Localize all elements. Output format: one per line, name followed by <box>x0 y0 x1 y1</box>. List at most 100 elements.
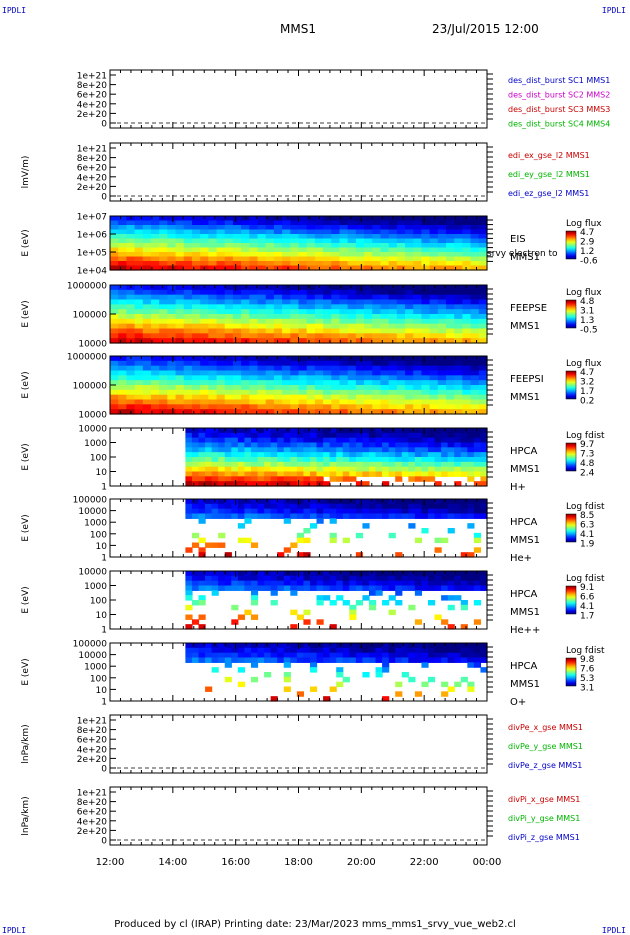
colorbar-tick: 4.1 <box>580 530 594 540</box>
colorbar-tick: 4.8 <box>580 297 595 307</box>
spectrogram <box>185 571 488 630</box>
instrument-labels: FEEPSI MMS1 <box>510 374 544 403</box>
legend-entry: divPi_z_gse MMS1 <box>508 833 580 842</box>
y-tick-label: 8e+20 <box>77 726 108 736</box>
y-axis-label: E (eV) <box>21 229 31 256</box>
colorbar-tick: 6.3 <box>580 521 594 531</box>
y-tick-label: 1000 <box>84 519 107 529</box>
y-tick-label: 10 <box>96 468 108 478</box>
colorbar-tick: 3.1 <box>580 684 594 694</box>
y-tick-label: 10000 <box>78 507 107 517</box>
colorbar-tick: 6.6 <box>580 593 595 603</box>
colorbar-title: Log flux <box>566 219 602 229</box>
panel-7: Log fdist8.56.34.11.9HPCAMMS1He+10000010… <box>21 496 605 565</box>
y-tick-label: 2e+20 <box>77 183 108 193</box>
y-tick-label: 10000 <box>78 425 107 435</box>
colorbar-title: Log fdist <box>566 502 605 512</box>
legend-entry: des_dist_burst SC3 MMS3 <box>508 105 610 114</box>
time-label: 14:00 <box>158 857 187 868</box>
datetime-title: 23/Jul/2015 12:00 <box>432 22 539 36</box>
colorbar-title: Log fdist <box>566 574 605 584</box>
y-tick-label: 0 <box>101 765 107 775</box>
y-tick-label: 1 <box>101 626 107 636</box>
panel-frame <box>109 69 488 129</box>
y-tick-label: 1000000 <box>67 353 107 363</box>
colorbar-tick: 4.7 <box>580 228 594 238</box>
y-tick-label: 4e+20 <box>77 745 108 755</box>
y-tick-label: 4e+20 <box>77 100 108 110</box>
colorbar-tick: 8.5 <box>580 511 594 521</box>
colorbar-title: Log flux <box>566 288 602 298</box>
y-tick-label: 8e+20 <box>77 798 108 808</box>
panel-frame <box>109 786 488 846</box>
y-tick-label: 100 <box>90 454 107 464</box>
colorbar-tick: 3.1 <box>580 307 594 317</box>
y-axis-label: lmV/m) <box>21 156 31 189</box>
legend-entry: divPi_x_gse MMS1 <box>508 795 580 804</box>
legend-entry: edi_ey_gse_l2 MMS1 <box>508 170 590 179</box>
y-tick-label: 6e+20 <box>77 91 108 101</box>
instrument-label: MMS1 <box>510 535 540 546</box>
colorbar-tick: 1.9 <box>580 540 595 550</box>
y-tick-label: 2e+20 <box>77 110 108 120</box>
instrument-label: MMS1 <box>510 392 540 403</box>
instrument-labels: FEEPSE MMS1 <box>510 303 547 332</box>
instrument-label: FEEPSI <box>510 374 544 385</box>
spectrogram <box>110 356 488 415</box>
colorbar-tick: 5.3 <box>580 674 594 684</box>
y-tick-label: 4e+20 <box>77 173 108 183</box>
y-tick-label: 1e+07 <box>77 213 107 223</box>
colorbar-tick: 1.2 <box>580 247 594 257</box>
y-tick-label: 4e+20 <box>77 817 108 827</box>
y-axis-label: E (eV) <box>21 300 31 327</box>
time-label: 00:00 <box>473 857 502 868</box>
y-tick-label: 1000 <box>84 663 107 673</box>
instrument-labels: HPCA MMS1 H+ <box>510 446 540 493</box>
panel-10: divPe_x_gse MMS1 divPe_y_gse MMS1 divPe_z_… <box>21 714 583 775</box>
time-axis: 12:00 14:00 16:00 18:00 20:00 22:00 00:00 <box>96 857 502 868</box>
instrument-label: HPCA <box>510 661 538 672</box>
colorbar-tick: -0.6 <box>580 257 598 267</box>
instrument-label: MMS1 <box>510 607 540 618</box>
y-axis-label: lnPa/km) <box>21 796 31 835</box>
time-label: 20:00 <box>347 857 376 868</box>
colorbar-title: Log flux <box>566 359 602 369</box>
y-tick-label: 100000 <box>73 311 108 321</box>
legend-entry: divPe_z_gse MMS1 <box>508 761 582 770</box>
instrument-label: He+ <box>510 553 532 564</box>
panel-frame <box>109 714 488 774</box>
y-tick-label: 10 <box>96 611 108 621</box>
y-tick-label: 8e+20 <box>77 154 108 164</box>
legend-entry: divPe_y_gse MMS1 <box>508 742 583 751</box>
colorbar-tick: 2.9 <box>580 238 595 248</box>
instrument-label: H+ <box>510 482 526 493</box>
instrument-label: EIS <box>510 234 526 245</box>
time-label: 12:00 <box>96 857 125 868</box>
y-tick-label: 1e+21 <box>77 72 107 82</box>
colorbar-title: Log fdist <box>566 431 605 441</box>
instrument-labels: HPCA MMS1 He+ <box>510 517 540 564</box>
y-tick-label: 1e+21 <box>77 717 107 727</box>
corner-label-top-left: IPDLI <box>2 6 27 15</box>
y-tick-label: 6e+20 <box>77 808 108 818</box>
y-tick-label: 6e+20 <box>77 164 108 174</box>
instrument-label: O+ <box>510 697 526 708</box>
panel-11: divPi_x_gse MMS1 divPi_y_gse MMS1 divPi_z_… <box>21 786 580 847</box>
legend: divPi_x_gse MMS1 divPi_y_gse MMS1 divPi_z_… <box>508 795 580 842</box>
y-tick-label: 10000 <box>78 568 107 578</box>
colorbar-tick: 1.3 <box>580 316 594 326</box>
legend-entry: des_dist_burst SC1 MMS1 <box>508 76 610 85</box>
corner-label-bottom-right: IPDLI <box>601 926 626 935</box>
colorbar-tick: 9.8 <box>580 655 595 665</box>
time-label: 18:00 <box>284 857 313 868</box>
footer-text: Produced by cl (IRAP) Printing date: 23/… <box>114 919 516 930</box>
y-axis-label: E (eV) <box>21 586 31 613</box>
spectrogram <box>110 285 488 344</box>
corner-label-bottom-left: IPDLI <box>2 926 27 935</box>
legend-entry: divPe_x_gse MMS1 <box>508 723 583 732</box>
legend: edi_ex_gse_l2 MMS1 edi_ey_gse_l2 MMS1 edi_… <box>508 151 590 198</box>
